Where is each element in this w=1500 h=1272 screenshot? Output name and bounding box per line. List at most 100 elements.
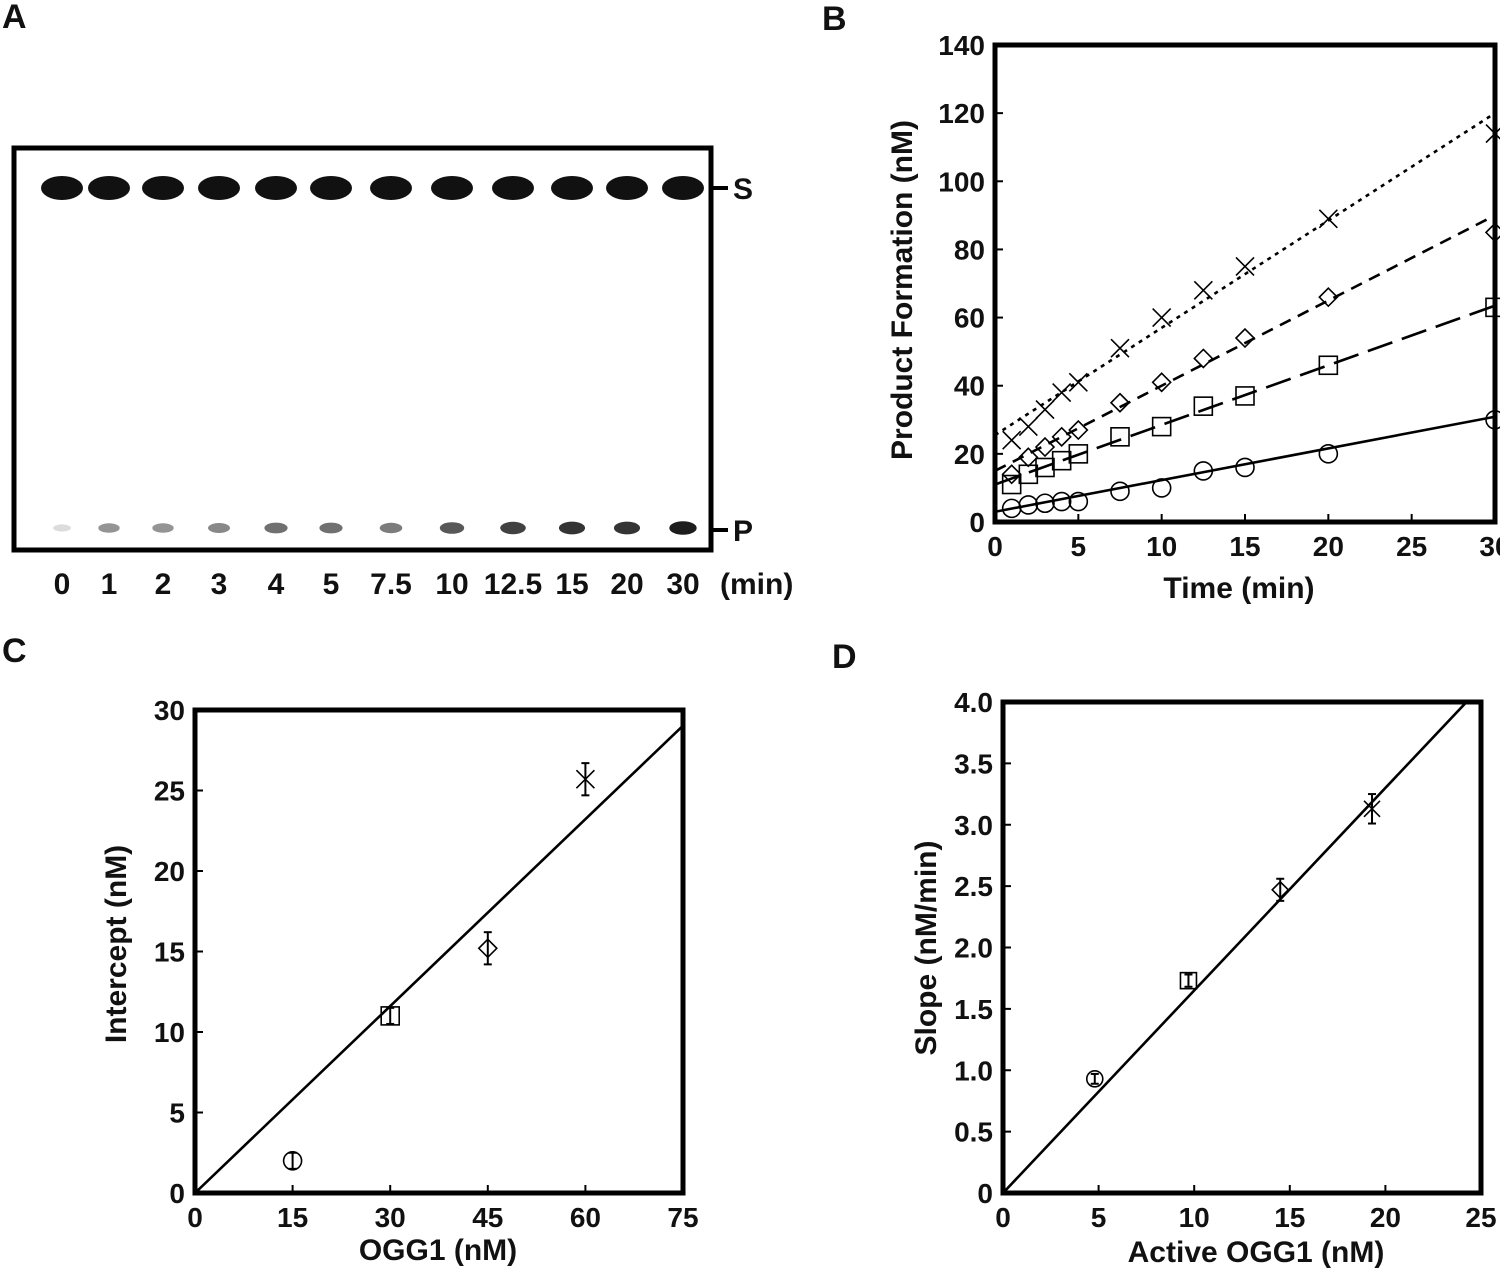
diamond-marker — [477, 938, 498, 959]
product-band — [98, 523, 120, 533]
x-tick-label: 5 — [1071, 531, 1087, 562]
diamond-marker — [1318, 286, 1339, 308]
lane-label: 5 — [323, 568, 340, 601]
y-tick-label: 140 — [938, 30, 985, 61]
square-marker — [1001, 474, 1022, 495]
y-tick-label: 25 — [154, 776, 185, 807]
square-marker — [1068, 444, 1089, 464]
square-marker — [1318, 355, 1339, 376]
y-tick-label: 2.5 — [954, 871, 993, 902]
lane-labels: 0 1 2 3 4 5 7.5 10 12.5 15 20 30 — [54, 568, 700, 601]
circle-marker — [1051, 491, 1072, 512]
plot-frame — [192, 707, 686, 1196]
substrate-band — [255, 176, 297, 200]
chart-b: Product Formation (nM) Time (min) 0 5 10 15… — [886, 30, 1500, 605]
circle-marker — [1151, 478, 1172, 498]
fit-line — [195, 724, 683, 1193]
x-tick-label: 0 — [187, 1202, 203, 1233]
gel-bands — [41, 176, 704, 535]
product-band — [558, 521, 586, 535]
square-marker — [1110, 427, 1130, 447]
x-tick-label: 45 — [472, 1202, 503, 1233]
y-tick-label: 60 — [954, 303, 985, 334]
product-band — [379, 522, 403, 534]
panel-label-c: C — [2, 632, 27, 670]
product-band — [500, 521, 526, 535]
lane-label: 10 — [435, 568, 468, 601]
chart-b-ylabel: Product Formation (nM) — [886, 120, 919, 460]
product-band — [439, 522, 465, 534]
product-band — [53, 524, 71, 532]
diamond-marker — [1109, 392, 1131, 413]
x-marker — [1363, 800, 1381, 818]
circle-marker — [282, 1151, 303, 1171]
y-tick-label: 20 — [154, 856, 185, 887]
substrate-band — [88, 176, 130, 200]
lane-label: 3 — [211, 568, 228, 601]
x-marker — [1068, 372, 1088, 392]
y-tick-label: 10 — [154, 1017, 185, 1048]
y-tick-label: 100 — [938, 166, 985, 197]
chart-d-ylabel: Slope (nM/min) — [910, 841, 943, 1056]
x-marker — [1318, 209, 1338, 229]
square-marker — [380, 1006, 401, 1026]
diamond-marker — [1018, 447, 1039, 468]
x-tick-label: 30 — [375, 1202, 406, 1233]
y-tick-label: 0.5 — [954, 1117, 993, 1148]
lane-label: 12.5 — [484, 568, 542, 601]
lane-label: 4 — [268, 568, 285, 601]
panel-label-b: B — [822, 0, 847, 38]
x-tick-label: 25 — [1396, 531, 1427, 562]
lane-label: 1 — [101, 568, 118, 601]
y-tick-label: 0 — [169, 1178, 185, 1209]
fit-line — [1003, 702, 1469, 1193]
gel-panel: S P 0 1 2 3 4 5 7.5 10 12.5 15 20 30 (min) — [11, 145, 793, 601]
circle-marker — [1068, 491, 1089, 512]
chart-c: Intercept (nM) OGG1 (nM) 0 15 30 45 60 75 0 5 10… — [100, 695, 699, 1267]
gel-frame — [11, 145, 714, 553]
lane-label: 20 — [610, 568, 643, 601]
product-band — [669, 521, 697, 535]
y-tick-label: 1.5 — [954, 994, 993, 1025]
x-tick-label: 5 — [1091, 1202, 1107, 1233]
substrate-band — [198, 176, 240, 200]
square-marker — [1151, 416, 1172, 437]
diamond-marker — [1193, 348, 1214, 369]
fit-line-circle — [995, 415, 1495, 514]
product-band — [613, 521, 641, 535]
x-tick-label: 20 — [1370, 1202, 1401, 1233]
chart-d-xlabel: Active OGG1 (nM) — [1128, 1236, 1385, 1269]
y-tick-label: 4.0 — [954, 687, 993, 718]
circle-marker — [1018, 495, 1039, 515]
substrate-band — [431, 176, 473, 200]
y-tick-label: 20 — [954, 439, 985, 470]
diamond-marker — [1234, 327, 1256, 349]
chart-c-xlabel: OGG1 (nM) — [359, 1234, 517, 1267]
circle-marker — [1193, 461, 1214, 481]
x-tick-label: 75 — [667, 1202, 698, 1233]
diamond-marker — [1151, 372, 1172, 393]
substrate-band — [662, 176, 704, 200]
square-marker — [1235, 386, 1255, 406]
panel-label-a: A — [2, 0, 27, 36]
fit-line-diamond — [995, 214, 1495, 473]
x-marker — [1193, 280, 1213, 300]
circle-marker — [1110, 481, 1130, 502]
lane-label: 2 — [155, 568, 172, 601]
product-band — [208, 523, 230, 533]
y-tick-label: 15 — [154, 937, 185, 968]
y-tick-label: 40 — [954, 371, 985, 402]
x-marker — [1002, 430, 1022, 450]
lane-label: 7.5 — [370, 568, 412, 601]
square-marker — [1051, 450, 1072, 471]
x-tick-label: 0 — [987, 531, 1003, 562]
y-tick-label: 3.0 — [954, 810, 993, 841]
chart-c-ylabel: Intercept (nM) — [100, 845, 133, 1043]
diamond-marker — [1068, 419, 1089, 441]
circle-marker — [1035, 493, 1055, 514]
product-band — [152, 523, 174, 533]
product-band — [264, 522, 288, 534]
x-tick-label: 15 — [1229, 531, 1260, 562]
y-tick-label: 120 — [938, 98, 985, 129]
